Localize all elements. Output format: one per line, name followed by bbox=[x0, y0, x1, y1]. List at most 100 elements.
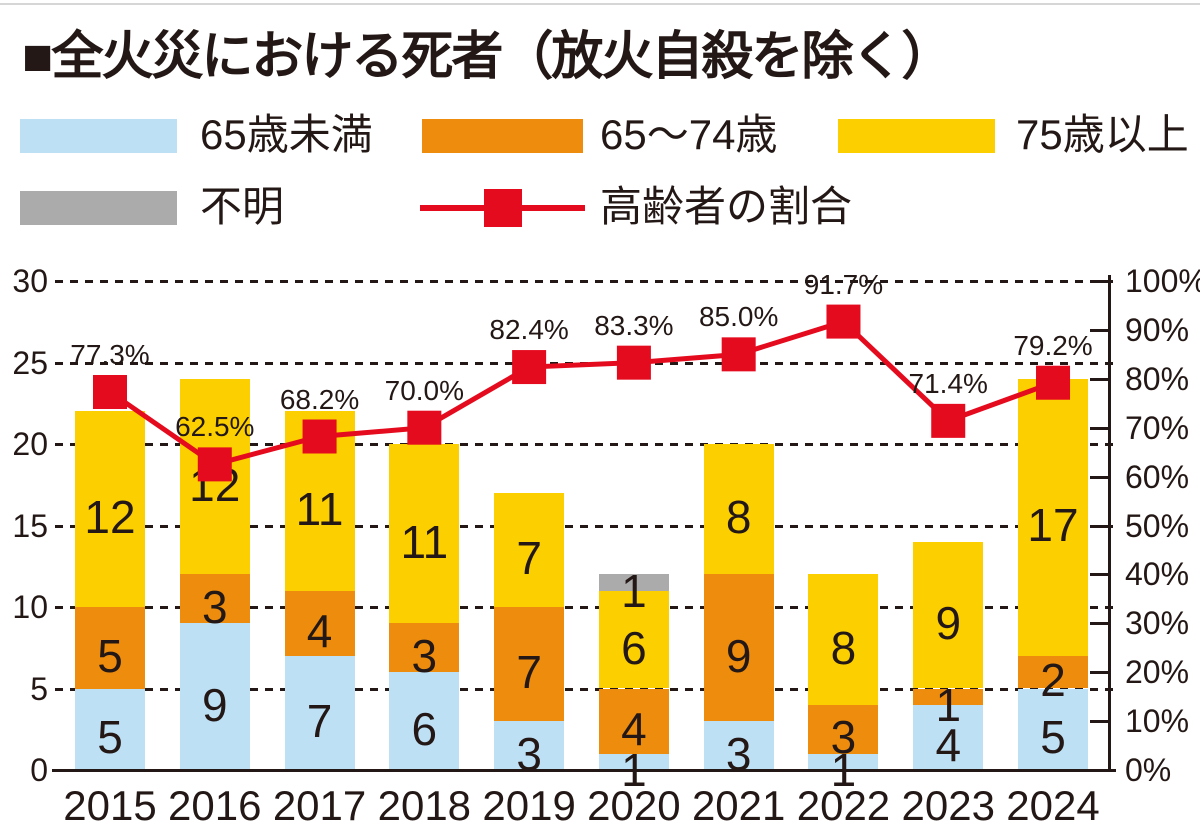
bar-segment-75歳以上 bbox=[598, 590, 669, 689]
bar-segment-65歳未満 bbox=[284, 655, 355, 770]
right-axis-line bbox=[1108, 275, 1111, 772]
line-marker-square bbox=[93, 375, 127, 410]
bar-value-label: 5 bbox=[1040, 711, 1066, 764]
bar-value-label: 3 bbox=[516, 727, 542, 780]
legend-label-unknown: 不明 bbox=[200, 183, 285, 230]
bar-value-label: 8 bbox=[725, 491, 752, 544]
chart-title: ■全火災における死者（放火自殺を除く） bbox=[22, 28, 953, 86]
bar-segment-65〜74歳 bbox=[179, 574, 250, 624]
bar-segment-65歳未満 bbox=[913, 704, 984, 770]
bar-segment-75歳以上 bbox=[389, 444, 460, 624]
right-axis-tick bbox=[1090, 524, 1108, 528]
bar-value-label: 6 bbox=[621, 621, 647, 674]
right-axis-tick bbox=[1090, 426, 1108, 430]
bar-segment-65〜74歳 bbox=[808, 704, 879, 754]
legend-swatch-75plus bbox=[838, 119, 995, 153]
bar-value-label: 3 bbox=[830, 711, 857, 764]
right-axis-tick bbox=[1090, 475, 1108, 479]
right-axis-tick-label: 30% bbox=[1125, 605, 1190, 642]
x-axis-year-label: 2023 bbox=[901, 782, 995, 829]
percent-label: 71.4% bbox=[908, 367, 988, 399]
bar-segment-65〜74歳 bbox=[284, 590, 355, 656]
percent-label: 77.3% bbox=[70, 339, 150, 370]
bar-segment-65〜74歳 bbox=[1018, 655, 1089, 689]
line-marker-square bbox=[616, 345, 651, 380]
right-axis-tick bbox=[1090, 377, 1108, 381]
percent-label: 70.0% bbox=[384, 374, 465, 406]
bar-value-label: 12 bbox=[84, 491, 136, 544]
right-axis-tick bbox=[1090, 622, 1108, 626]
bar-value-label: 5 bbox=[97, 711, 123, 764]
right-axis-tick-label: 20% bbox=[1125, 654, 1190, 691]
right-axis-tick bbox=[1090, 671, 1108, 675]
x-axis-year-label: 2017 bbox=[272, 782, 367, 829]
right-axis-tick bbox=[1090, 720, 1108, 724]
bar-segment-75歳以上 bbox=[703, 444, 774, 575]
x-axis-line bbox=[52, 769, 1116, 772]
legend-swatch-65to74 bbox=[422, 119, 583, 153]
line-path bbox=[108, 318, 1054, 468]
right-axis-tick-label: 80% bbox=[1125, 360, 1190, 397]
gridline bbox=[55, 280, 1113, 283]
percent-label: 83.3% bbox=[594, 309, 674, 341]
line-marker-square bbox=[826, 304, 861, 339]
x-axis-year-label: 2022 bbox=[796, 782, 891, 829]
gridline bbox=[55, 687, 1113, 691]
bar-value-label: 3 bbox=[725, 727, 752, 780]
bar-segment-75歳以上 bbox=[1018, 378, 1089, 656]
percent-label: 91.7% bbox=[803, 268, 884, 300]
percent-label: 79.2% bbox=[1013, 329, 1093, 361]
left-axis-tick-label: 10 bbox=[12, 589, 48, 625]
bar-segment-75歳以上 bbox=[913, 541, 984, 689]
bar-segment-75歳以上 bbox=[808, 574, 879, 705]
x-axis-year-label: 2016 bbox=[168, 782, 262, 829]
bar-value-label: 4 bbox=[306, 605, 333, 658]
gridline bbox=[55, 443, 1113, 446]
bar-value-label: 11 bbox=[400, 515, 449, 568]
gridline bbox=[55, 524, 1113, 528]
top-divider bbox=[0, 3, 1200, 5]
bar-segment-75歳以上 bbox=[75, 411, 145, 607]
bar-segment-65〜74歳 bbox=[913, 688, 984, 705]
legend-swatch-unknown bbox=[20, 191, 177, 225]
right-axis-tick-label: 0% bbox=[1125, 752, 1172, 788]
bar-value-label: 17 bbox=[1027, 499, 1079, 552]
right-axis-tick-label: 50% bbox=[1125, 507, 1190, 544]
left-axis-tick-label: 25 bbox=[12, 344, 48, 381]
legend-label-65to74: 65〜74歳 bbox=[600, 111, 778, 158]
x-axis-year-label: 2024 bbox=[1006, 782, 1100, 829]
bar-value-label: 1 bbox=[935, 678, 962, 731]
bar-segment-65〜74歳 bbox=[494, 607, 565, 722]
left-axis-tick-label: 15 bbox=[12, 507, 48, 544]
bar-value-label: 6 bbox=[411, 703, 438, 756]
right-axis-tick-label: 90% bbox=[1125, 311, 1190, 348]
bar-segment-65歳未満 bbox=[703, 721, 774, 770]
percent-label: 68.2% bbox=[279, 383, 360, 415]
bar-value-label: 1 bbox=[621, 564, 647, 617]
line-marker-square bbox=[721, 337, 756, 372]
bar-value-label: 7 bbox=[306, 694, 333, 747]
bar-value-label: 2 bbox=[1040, 654, 1066, 707]
bar-segment-65〜74歳 bbox=[389, 623, 460, 673]
bar-value-label: 9 bbox=[935, 597, 962, 650]
x-axis-year-label: 2015 bbox=[63, 782, 157, 829]
line-marker-square bbox=[512, 350, 547, 385]
left-axis-tick-label: 20 bbox=[12, 426, 48, 462]
right-axis-tick bbox=[1090, 280, 1108, 283]
percent-label: 62.5% bbox=[175, 411, 255, 443]
bar-value-label: 7 bbox=[516, 646, 542, 699]
bar-segment-65歳未満 bbox=[179, 623, 250, 770]
bar-value-label: 4 bbox=[621, 703, 647, 756]
legend-line-marker-icon bbox=[484, 189, 522, 227]
bar-segment-65歳未満 bbox=[494, 721, 565, 770]
bar-value-label: 9 bbox=[725, 629, 752, 682]
x-axis-year-label: 2021 bbox=[691, 782, 786, 829]
bar-value-label: 7 bbox=[516, 531, 542, 584]
right-axis-tick bbox=[1090, 769, 1108, 772]
bar-segment-65歳未満 bbox=[75, 688, 145, 770]
x-axis-year-label: 2019 bbox=[482, 782, 576, 829]
bar-value-label: 5 bbox=[97, 629, 123, 682]
right-axis-tick-label: 10% bbox=[1125, 703, 1190, 740]
